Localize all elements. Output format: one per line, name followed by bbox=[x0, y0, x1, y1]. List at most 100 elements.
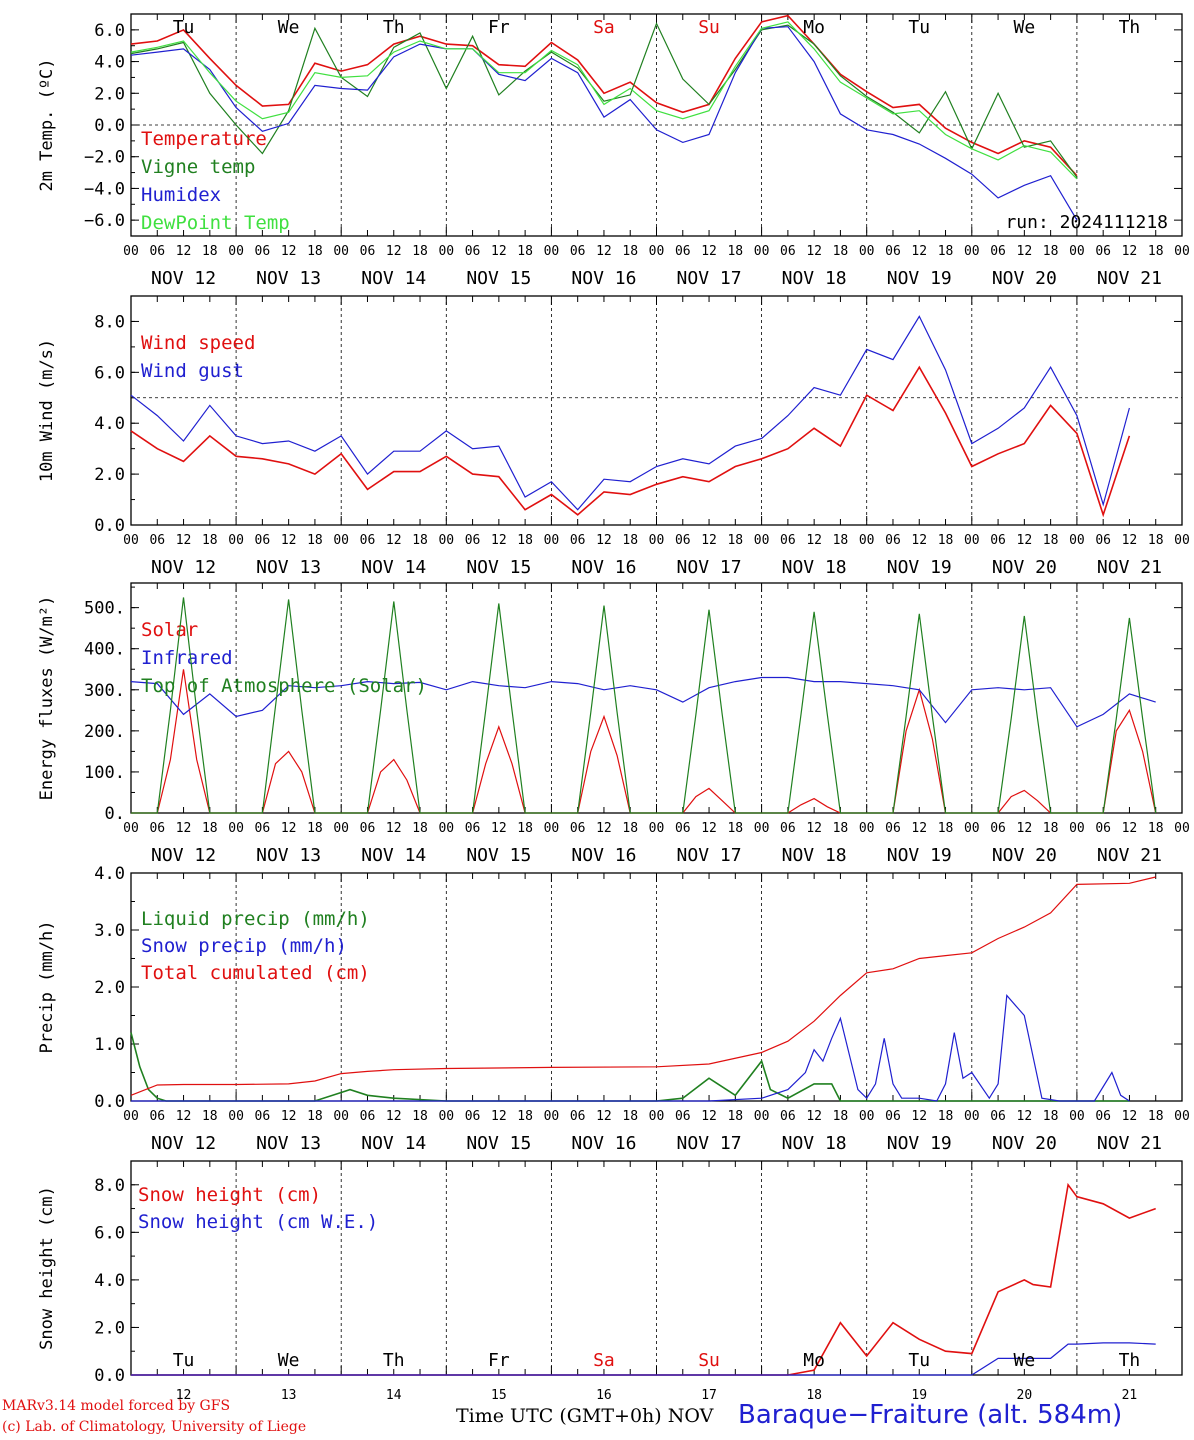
series-line-temperature bbox=[130, 14, 1078, 177]
hour-label: 12 bbox=[701, 821, 717, 836]
hour-label: 00 bbox=[333, 821, 349, 836]
day-label: Sa bbox=[593, 1350, 615, 1371]
copyright-credit: (c) Lab. of Climatology, University of L… bbox=[2, 1419, 307, 1435]
hour-label: 18 bbox=[833, 533, 849, 548]
day-label: Th bbox=[1119, 17, 1141, 38]
y-tick-label: 0.0 bbox=[94, 1092, 125, 1112]
hour-label: 12 bbox=[596, 821, 612, 836]
hour-label: 00 bbox=[333, 533, 349, 548]
day-label: We bbox=[1014, 1350, 1036, 1371]
hour-label: 12 bbox=[1122, 533, 1138, 548]
time-label: Time UTC (GMT+0h) bbox=[456, 1405, 662, 1427]
station-title: Baraque−Fraiture (alt. 584m) bbox=[738, 1400, 1123, 1430]
hour-label: 06 bbox=[465, 1109, 481, 1124]
hour-label: 06 bbox=[885, 533, 901, 548]
hour-label: 12 bbox=[491, 244, 507, 259]
hour-label: 18 bbox=[833, 1109, 849, 1124]
legend-entry: Total cumulated (cm) bbox=[141, 962, 370, 984]
series-line-dewpoint-temp bbox=[130, 21, 1078, 180]
day-number-label: 19 bbox=[911, 1388, 927, 1403]
hour-label: 06 bbox=[780, 821, 796, 836]
hour-label: 18 bbox=[938, 821, 954, 836]
hour-label: 06 bbox=[149, 244, 165, 259]
hour-label: 12 bbox=[911, 244, 927, 259]
hour-label: 18 bbox=[412, 244, 428, 259]
hour-label: 12 bbox=[596, 244, 612, 259]
y-tick-label: 6.0 bbox=[94, 1223, 125, 1243]
hour-label: 00 bbox=[754, 1109, 770, 1124]
legend-entry: Top of Atmosphere (Solar) bbox=[141, 675, 427, 697]
hour-label: 12 bbox=[491, 821, 507, 836]
day-number-label: 21 bbox=[1122, 1388, 1138, 1403]
hour-label: 12 bbox=[1017, 533, 1033, 548]
hour-label: 06 bbox=[255, 533, 271, 548]
y-tick-label: 2.0 bbox=[94, 84, 125, 104]
legend-entry: Snow height (cm W.E.) bbox=[138, 1211, 378, 1233]
hour-label: 18 bbox=[622, 244, 638, 259]
y-axis-label: Energy fluxes (W/m²) bbox=[37, 596, 57, 801]
day-number-label: 20 bbox=[1017, 1388, 1033, 1403]
hour-label: 18 bbox=[202, 244, 218, 259]
hour-label: 00 bbox=[333, 1109, 349, 1124]
day-label: We bbox=[278, 17, 300, 38]
day-label: Tu bbox=[908, 17, 930, 38]
hour-label: 00 bbox=[1174, 533, 1190, 548]
hour-label: 06 bbox=[780, 533, 796, 548]
hour-label: 06 bbox=[465, 533, 481, 548]
hour-label: 12 bbox=[911, 821, 927, 836]
date-label: NOV 17 bbox=[677, 845, 742, 866]
y-tick-label: 500. bbox=[84, 599, 125, 619]
date-label: NOV 12 bbox=[151, 557, 216, 578]
hour-label: 12 bbox=[1017, 821, 1033, 836]
day-label: Th bbox=[1119, 1350, 1141, 1371]
date-label: NOV 18 bbox=[782, 1133, 847, 1154]
y-tick-label: 6.0 bbox=[94, 21, 125, 41]
hour-label: 06 bbox=[885, 821, 901, 836]
series-line-snow-height-cm-w-e- bbox=[131, 1342, 1156, 1376]
hour-label: 00 bbox=[1069, 533, 1085, 548]
hour-label: 06 bbox=[990, 821, 1006, 836]
series-line-vigne-temp bbox=[130, 21, 1078, 178]
hour-label: 18 bbox=[307, 533, 323, 548]
hour-label: 18 bbox=[1148, 244, 1164, 259]
hour-label: 00 bbox=[228, 1109, 244, 1124]
y-tick-label: 4.0 bbox=[94, 1271, 125, 1291]
hour-label: 06 bbox=[360, 1109, 376, 1124]
hour-label: 00 bbox=[123, 533, 139, 548]
hour-label: 00 bbox=[964, 244, 980, 259]
hour-label: 18 bbox=[727, 1109, 743, 1124]
date-label: NOV 16 bbox=[571, 1133, 636, 1154]
date-label: NOV 21 bbox=[1097, 1133, 1162, 1154]
y-axis-label: 2m Temp. (ºC) bbox=[37, 58, 57, 191]
hour-label: 00 bbox=[649, 821, 665, 836]
hour-label: 12 bbox=[806, 821, 822, 836]
date-label: NOV 21 bbox=[1097, 268, 1162, 289]
hour-label: 18 bbox=[727, 244, 743, 259]
hour-label: 06 bbox=[885, 1109, 901, 1124]
hour-label: 18 bbox=[517, 1109, 533, 1124]
hour-label: 06 bbox=[780, 1109, 796, 1124]
hour-label: 12 bbox=[386, 244, 402, 259]
hour-label: 06 bbox=[465, 244, 481, 259]
date-label: NOV 19 bbox=[887, 845, 952, 866]
y-tick-label: 2.0 bbox=[94, 1318, 125, 1338]
hour-label: 06 bbox=[360, 244, 376, 259]
date-label: NOV 13 bbox=[256, 845, 321, 866]
date-label: NOV 13 bbox=[256, 1133, 321, 1154]
hour-label: 12 bbox=[176, 1109, 192, 1124]
hour-label: 12 bbox=[1122, 1109, 1138, 1124]
legend-entry: Snow height (cm) bbox=[138, 1184, 321, 1206]
hour-label: 06 bbox=[780, 244, 796, 259]
hour-label: 18 bbox=[1043, 1109, 1059, 1124]
date-label: NOV 15 bbox=[466, 557, 531, 578]
hour-label: 18 bbox=[1043, 821, 1059, 836]
date-label: NOV 19 bbox=[887, 1133, 952, 1154]
hour-label: 12 bbox=[1017, 244, 1033, 259]
hour-label: 18 bbox=[1148, 1109, 1164, 1124]
date-label: NOV 14 bbox=[361, 557, 426, 578]
hour-label: 06 bbox=[465, 821, 481, 836]
hour-label: 12 bbox=[806, 244, 822, 259]
hour-label: 00 bbox=[544, 821, 560, 836]
hour-label: 00 bbox=[964, 1109, 980, 1124]
